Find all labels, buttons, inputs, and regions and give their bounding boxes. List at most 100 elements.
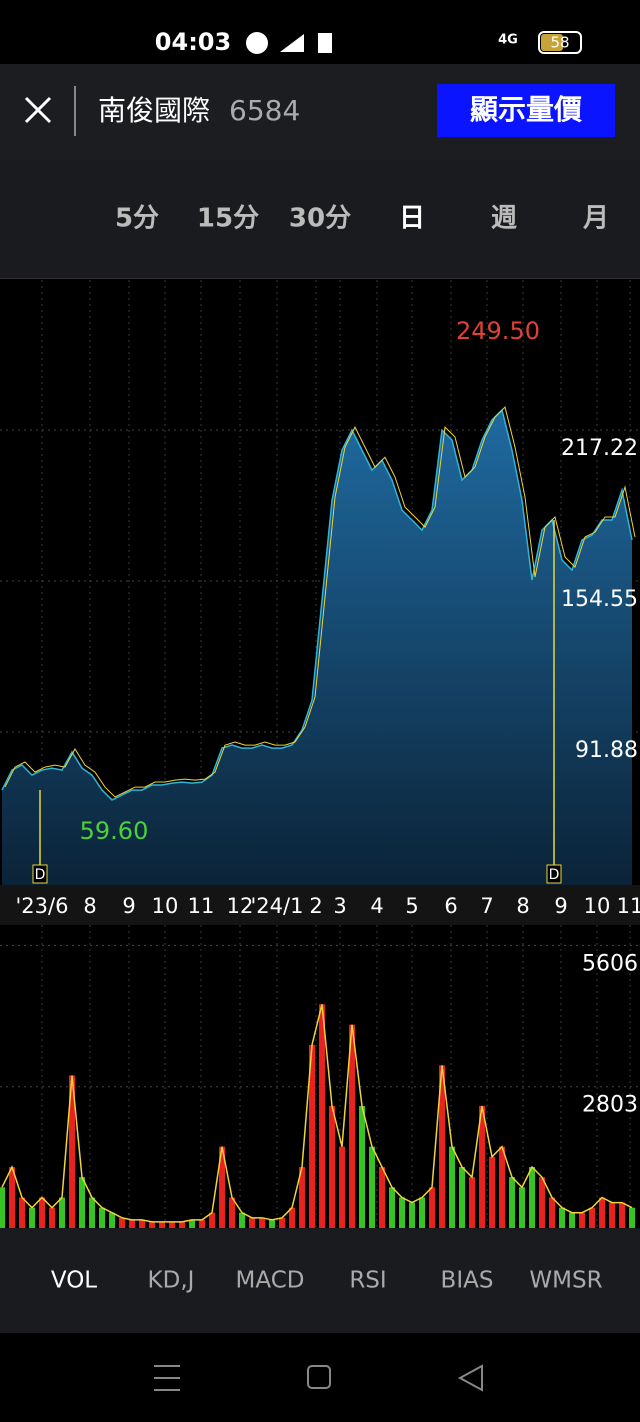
- battery-outline: [538, 31, 582, 54]
- volume-bar: [59, 1197, 65, 1228]
- period-tab[interactable]: 5分: [115, 204, 159, 234]
- volume-bar: [89, 1197, 95, 1228]
- close-button[interactable]: [24, 96, 52, 124]
- x-tick-label: 6: [444, 894, 457, 918]
- period-tab[interactable]: 30分: [289, 204, 351, 234]
- volume-bar: [219, 1146, 225, 1228]
- battery-level: [541, 34, 563, 51]
- signal-icon: [280, 34, 304, 52]
- volume-bar: [229, 1197, 235, 1228]
- price-line: [1, 408, 633, 801]
- volume-bar: [349, 1024, 355, 1228]
- volume-bar: [409, 1202, 415, 1228]
- stock-code: 6584: [229, 94, 300, 127]
- indicator-tab[interactable]: VOL: [51, 1268, 97, 1294]
- x-tick-label: 4: [370, 894, 383, 918]
- marker-box: [32, 864, 48, 884]
- volume-bar: [399, 1197, 405, 1228]
- x-tick-label: 11: [617, 894, 640, 918]
- period-tab[interactable]: 15分: [197, 204, 259, 234]
- volume-bar: [129, 1219, 135, 1228]
- price-line-ma: [4, 406, 636, 798]
- volume-bar: [79, 1177, 85, 1228]
- x-tick-label: 8: [83, 894, 96, 918]
- volume-bar: [199, 1219, 205, 1228]
- volume-bar: [529, 1167, 535, 1228]
- volume-bar: [139, 1219, 145, 1228]
- x-tick-label: 3: [333, 894, 346, 918]
- volume-bar: [519, 1187, 525, 1228]
- indicator-tab[interactable]: KD,J: [148, 1268, 195, 1294]
- y-tick-label: 2803: [582, 1093, 638, 1118]
- volume-bar: [379, 1167, 385, 1228]
- volume-ma: [1, 1004, 633, 1223]
- volume-bar: [189, 1219, 195, 1228]
- period-tab[interactable]: 週: [491, 204, 517, 234]
- y-tick-label: 5606: [582, 951, 638, 976]
- app-icon: [318, 33, 332, 53]
- stock-name: 南俊國際: [98, 94, 210, 127]
- volume-bar: [599, 1197, 605, 1228]
- volume-bar: [459, 1167, 465, 1228]
- volume-bar: [319, 1004, 325, 1228]
- volume-bar: [29, 1207, 35, 1228]
- x-tick-label: '23/6: [16, 894, 69, 918]
- volume-bar: [559, 1207, 565, 1228]
- volume-bar: [579, 1212, 585, 1228]
- volume-bar: [629, 1207, 635, 1228]
- volume-bar: [19, 1197, 25, 1228]
- period-tab[interactable]: 月: [582, 204, 609, 234]
- show-volume-price-button[interactable]: [437, 84, 615, 137]
- volume-bar: [339, 1146, 345, 1228]
- menu-button[interactable]: [154, 1365, 180, 1391]
- volume-bar: [509, 1177, 515, 1228]
- indicator-tab[interactable]: BIAS: [441, 1268, 494, 1294]
- volume-bar: [179, 1221, 185, 1228]
- messenger-icon: [246, 32, 268, 54]
- volume-bar: [489, 1156, 495, 1228]
- volume-bar: [439, 1065, 445, 1228]
- back-button[interactable]: [457, 1364, 483, 1392]
- period-tab[interactable]: 日: [399, 204, 425, 234]
- volume-bar: [359, 1106, 365, 1228]
- indicator-tab[interactable]: RSI: [349, 1268, 386, 1294]
- volume-bar: [119, 1217, 125, 1228]
- volume-bar: [159, 1221, 165, 1228]
- x-tick-label: 2: [309, 894, 322, 918]
- volume-bar: [239, 1212, 245, 1228]
- x-tick-label: 8: [516, 894, 529, 918]
- volume-bar: [249, 1217, 255, 1228]
- volume-bar: [499, 1146, 505, 1228]
- home-button[interactable]: [307, 1365, 331, 1389]
- volume-bar: [209, 1212, 215, 1228]
- marker-box: [546, 864, 562, 884]
- battery-text: 58: [550, 34, 569, 52]
- volume-bar: [289, 1207, 295, 1228]
- marker-label: D: [35, 867, 46, 883]
- indicator-bar: [0, 1228, 640, 1333]
- volume-bar: [329, 1106, 335, 1228]
- volume-bar: [69, 1075, 75, 1228]
- volume-bar: [0, 1187, 5, 1228]
- indicator-tab[interactable]: WMSR: [529, 1268, 602, 1294]
- volume-bar: [309, 1044, 315, 1228]
- price-area: [2, 410, 632, 885]
- volume-bar: [549, 1197, 555, 1228]
- volume-bar: [99, 1207, 105, 1228]
- x-tick-label: 12: [227, 894, 254, 918]
- x-axis-row: [0, 885, 640, 925]
- volume-bar: [9, 1167, 15, 1228]
- volume-bar: [269, 1219, 275, 1228]
- x-tick-label: 7: [480, 894, 493, 918]
- x-tick-label: 9: [122, 894, 135, 918]
- volume-bar: [469, 1177, 475, 1228]
- volume-bar: [609, 1202, 615, 1228]
- y-tick-label: 154.55: [561, 587, 638, 612]
- button-label: 顯示量價: [470, 93, 583, 126]
- volume-bar: [479, 1106, 485, 1228]
- indicator-tab[interactable]: MACD: [236, 1268, 305, 1294]
- volume-bar: [419, 1197, 425, 1228]
- network-label: 4G: [498, 33, 518, 48]
- period-bar: [0, 160, 640, 278]
